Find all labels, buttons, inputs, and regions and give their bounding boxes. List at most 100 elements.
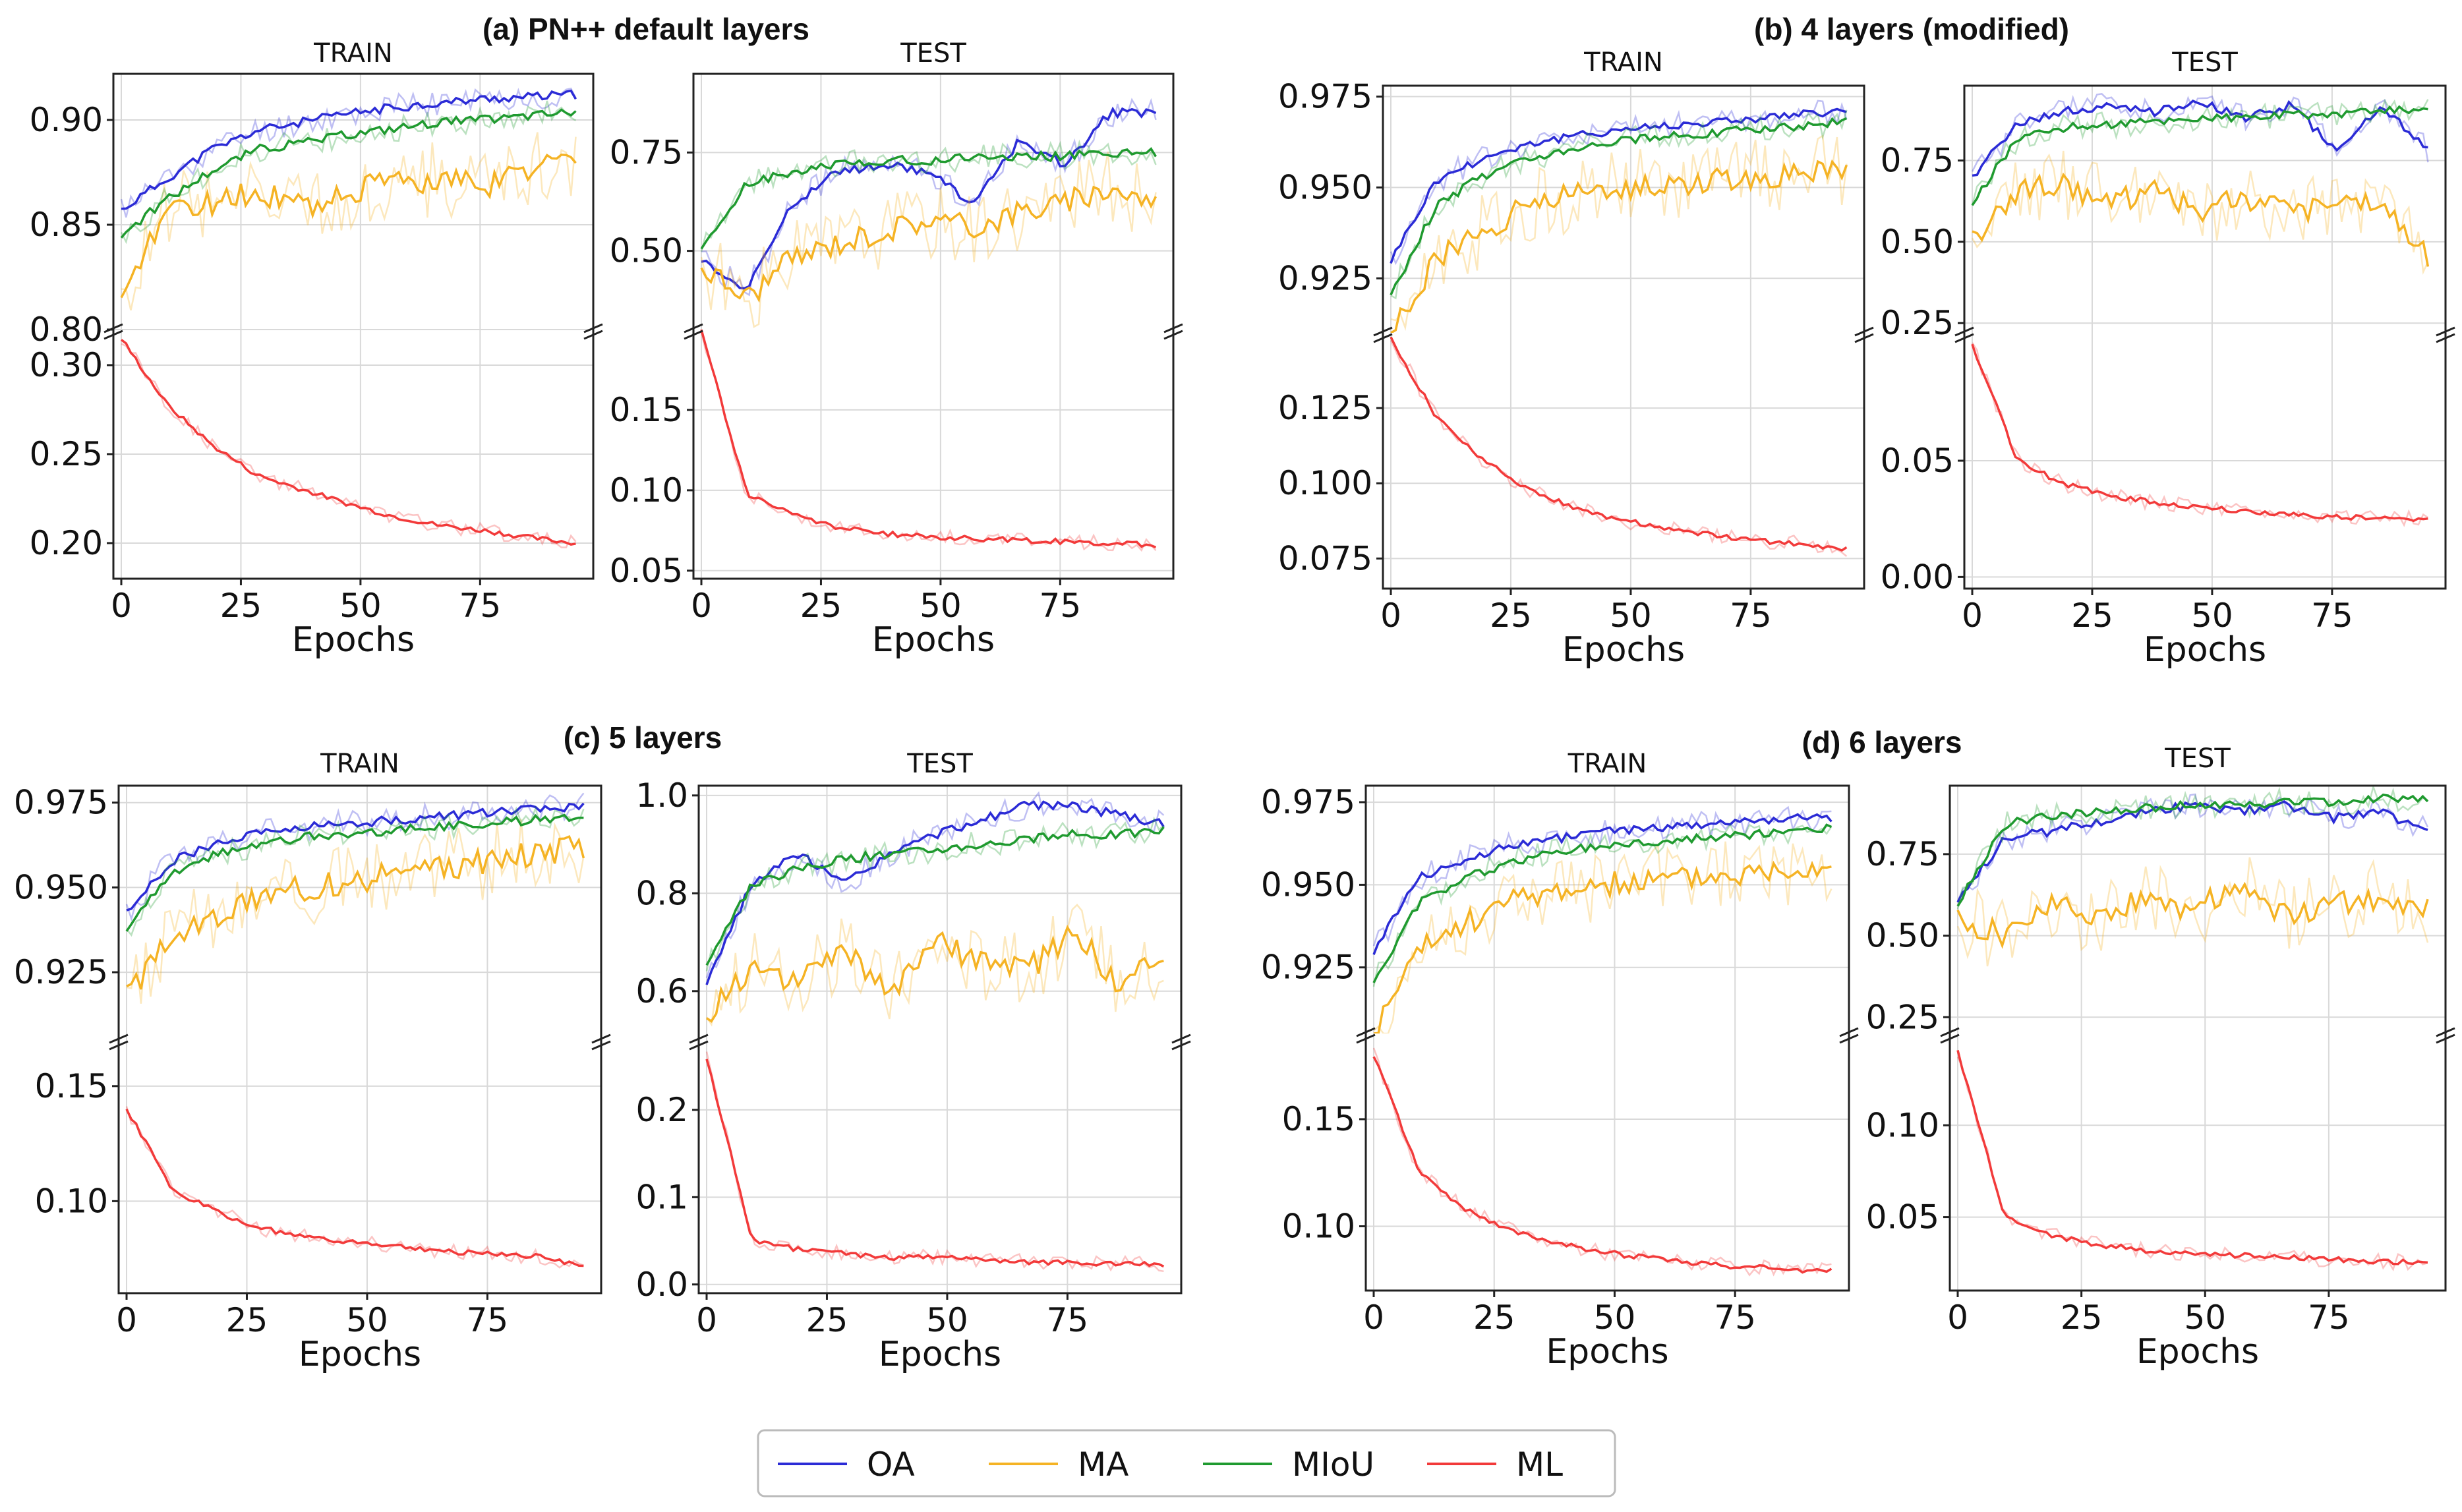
chart-3-panel-0: TRAIN 0.925 0.950 0.975 0 25 50 75 0.10 0.15 Epoch… <box>1261 749 1859 1372</box>
g1-p0-top-line-MA <box>1390 159 1848 333</box>
g2-p1-top-line-OA <box>705 800 1165 985</box>
g3-p1-xlabel: Epochs <box>2136 1332 2259 1372</box>
g2-p1-bottom-series <box>705 1051 1165 1273</box>
g0-p0-top-line-OA <box>121 89 577 210</box>
g3-p1-bot-ytick-label-0: 0.05 <box>1866 1198 1939 1236</box>
g2-p0-top-raw-line-MA <box>126 819 585 1004</box>
g2-p1-bot-line-ML <box>705 1059 1165 1268</box>
g3-p1-top-raw-line-MA <box>1956 857 2429 967</box>
g2-p1-top-ytick-label-1: 0.8 <box>635 874 688 912</box>
g2-p1-break-right <box>1171 1033 1191 1051</box>
g2-p1-top-raw-line-OA <box>705 791 1165 979</box>
g2-p1-top-frame <box>697 784 1183 1040</box>
g3-p1-top-ytick-label-0: 0.25 <box>1866 998 1939 1036</box>
g1-p1-top-ytick-label-0: 0.25 <box>1881 304 1954 342</box>
g0-p0-bot-ytick-label-0: 0.20 <box>30 524 103 562</box>
g2-p0-break-right <box>591 1033 611 1051</box>
g0-p0-top-line-MIoU <box>120 108 577 239</box>
g1-p1-top-frame <box>1963 84 2447 333</box>
g3-p0-bottom-frame <box>1364 1033 1850 1292</box>
g3-p0-break-right <box>1839 1027 1859 1044</box>
g3-p0-top-frame <box>1364 784 1850 1033</box>
g2-p1-title: TEST <box>906 749 973 779</box>
g1-p1-bot-ytick-label-0: 0.00 <box>1881 558 1954 596</box>
g2-p1-bot-xtick-label-0: 0 <box>696 1301 717 1339</box>
g1-p0-break-right <box>1854 326 1874 343</box>
g1-p1-bot-xtick-label-1: 25 <box>2071 596 2113 635</box>
g0-p0-bot-line-ML <box>120 339 576 546</box>
g2-p1-top-raw-line-MA <box>705 904 1164 1027</box>
g0-p0-bottom-frame <box>112 330 595 580</box>
g3-p1-bot-line-ML <box>1956 1049 2428 1265</box>
g1-p0-bot-ytick-label-0: 0.075 <box>1278 539 1372 577</box>
g1-p0-top-ytick-label-0: 0.925 <box>1278 259 1372 297</box>
g3-p0-bot-ytick-label-1: 0.15 <box>1282 1100 1355 1138</box>
g0-p0-top-ytick-label-1: 0.85 <box>30 206 103 244</box>
g1-p1-top-ytick-label-2: 0.75 <box>1881 141 1954 179</box>
g0-p1-top-frame <box>692 73 1175 330</box>
g2-p0-top-line-OA <box>126 802 585 912</box>
g2-p0-top-series <box>125 792 585 1004</box>
g2-p0-top-ytick-label-2: 0.975 <box>14 784 108 822</box>
g2-p1-top-line-MA <box>706 925 1164 1023</box>
g3-p1-top-frame <box>1949 784 2447 1033</box>
g0-p1-bot-xtick-label-1: 25 <box>800 587 842 625</box>
g1-p0-top-ytick-label-1: 0.950 <box>1278 168 1372 206</box>
g0-p0-top-ytick-label-0: 0.80 <box>30 310 103 349</box>
g3-p1-top-ytick-label-2: 0.75 <box>1866 835 1939 873</box>
g1-p0-bot-xtick-label-2: 50 <box>1610 596 1652 635</box>
g3-p0-title: TRAIN <box>1568 749 1647 779</box>
g3-p1-bot-ytick-label-1: 0.10 <box>1866 1106 1939 1144</box>
legend-label-ML: ML <box>1516 1445 1563 1484</box>
g2-p0-bot-line-ML <box>125 1108 584 1267</box>
g2-p0-bot-xtick-label-1: 25 <box>226 1301 268 1339</box>
g2-p0-break-left <box>109 1033 129 1051</box>
group-title-a: (a) PN++ default layers <box>483 12 809 46</box>
chart-1-panel-0: TRAIN 0.925 0.950 0.975 0 25 50 75 0.075 0.100 0.1… <box>1278 47 1874 670</box>
g0-p1-bottom-series <box>700 330 1157 552</box>
g1-p0-title: TRAIN <box>1583 47 1663 78</box>
g0-p0-bottom-axes: 0 25 50 75 0.20 0.25 0.30 <box>30 330 595 625</box>
g1-p1-bottom-axes: 0 25 50 75 0.00 0.05 <box>1881 333 2447 635</box>
g1-p0-bottom-series <box>1390 336 1848 557</box>
g2-p0-bot-xtick-label-2: 50 <box>346 1301 388 1339</box>
g2-p1-top-line-MIoU <box>705 826 1165 966</box>
g1-p1-top-line-MA <box>1972 172 2430 267</box>
g0-p1-bot-raw-line-ML <box>700 332 1157 552</box>
g2-p0-bottom-series <box>125 1106 584 1269</box>
g2-p1-bot-xtick-label-2: 50 <box>926 1301 968 1339</box>
chart-0-panel-0: TRAIN 0.80 0.85 0.90 0 25 50 75 0.20 0.25 0.30 Epoc… <box>30 38 603 660</box>
g0-p0-top-raw-line-MA <box>121 132 577 310</box>
g0-p1-top-raw-line-MA <box>700 151 1157 328</box>
g1-p0-top-axes: 0.925 0.950 0.975 <box>1278 78 1865 333</box>
g2-p0-top-line-MA <box>126 835 585 990</box>
g1-p0-top-ytick-label-2: 0.975 <box>1278 78 1372 116</box>
g3-p0-xlabel: Epochs <box>1546 1332 1668 1372</box>
g0-p0-bot-ytick-label-1: 0.25 <box>30 435 103 473</box>
g3-p0-top-ytick-label-0: 0.925 <box>1261 948 1355 987</box>
g1-p1-top-axes: 0.25 0.50 0.75 <box>1881 84 2447 342</box>
g3-p1-bottom-series <box>1956 1049 2428 1271</box>
g2-p0-bot-ytick-label-0: 0.10 <box>35 1182 108 1220</box>
g2-p0-xlabel: Epochs <box>299 1335 421 1374</box>
g3-p0-top-line-MIoU <box>1372 823 1832 983</box>
g3-p0-top-line-MA <box>1373 860 1832 1033</box>
g3-p1-top-series <box>1956 786 2429 967</box>
chart-2-panel-1: TEST 0.6 0.8 1.0 0 25 50 75 0.0 0.1 0.2 Epochs <box>635 749 1191 1374</box>
g3-p1-bot-xtick-label-3: 75 <box>2308 1298 2350 1337</box>
g2-p1-bot-ytick-label-2: 0.2 <box>635 1091 688 1129</box>
g0-p0-top-line-MA <box>120 154 577 299</box>
g2-p0-bot-raw-line-ML <box>125 1106 584 1269</box>
g0-p0-top-series <box>120 87 577 310</box>
g1-p1-top-raw-line-MIoU <box>1971 98 2429 206</box>
g2-p1-top-ytick-label-0: 0.6 <box>635 972 688 1010</box>
g2-p1-top-ytick-label-2: 1.0 <box>635 776 688 815</box>
g3-p1-top-ytick-label-1: 0.50 <box>1866 917 1939 955</box>
g2-p1-break-left <box>689 1033 709 1051</box>
g3-p0-bottom-axes: 0 25 50 75 0.10 0.15 <box>1282 1033 1850 1337</box>
g3-p0-break-left <box>1356 1027 1376 1044</box>
g0-p0-top-axes: 0.80 0.85 0.90 <box>30 73 595 349</box>
g1-p1-bot-ytick-label-1: 0.05 <box>1881 442 1954 480</box>
g0-p1-bot-ytick-label-2: 0.15 <box>610 391 683 429</box>
